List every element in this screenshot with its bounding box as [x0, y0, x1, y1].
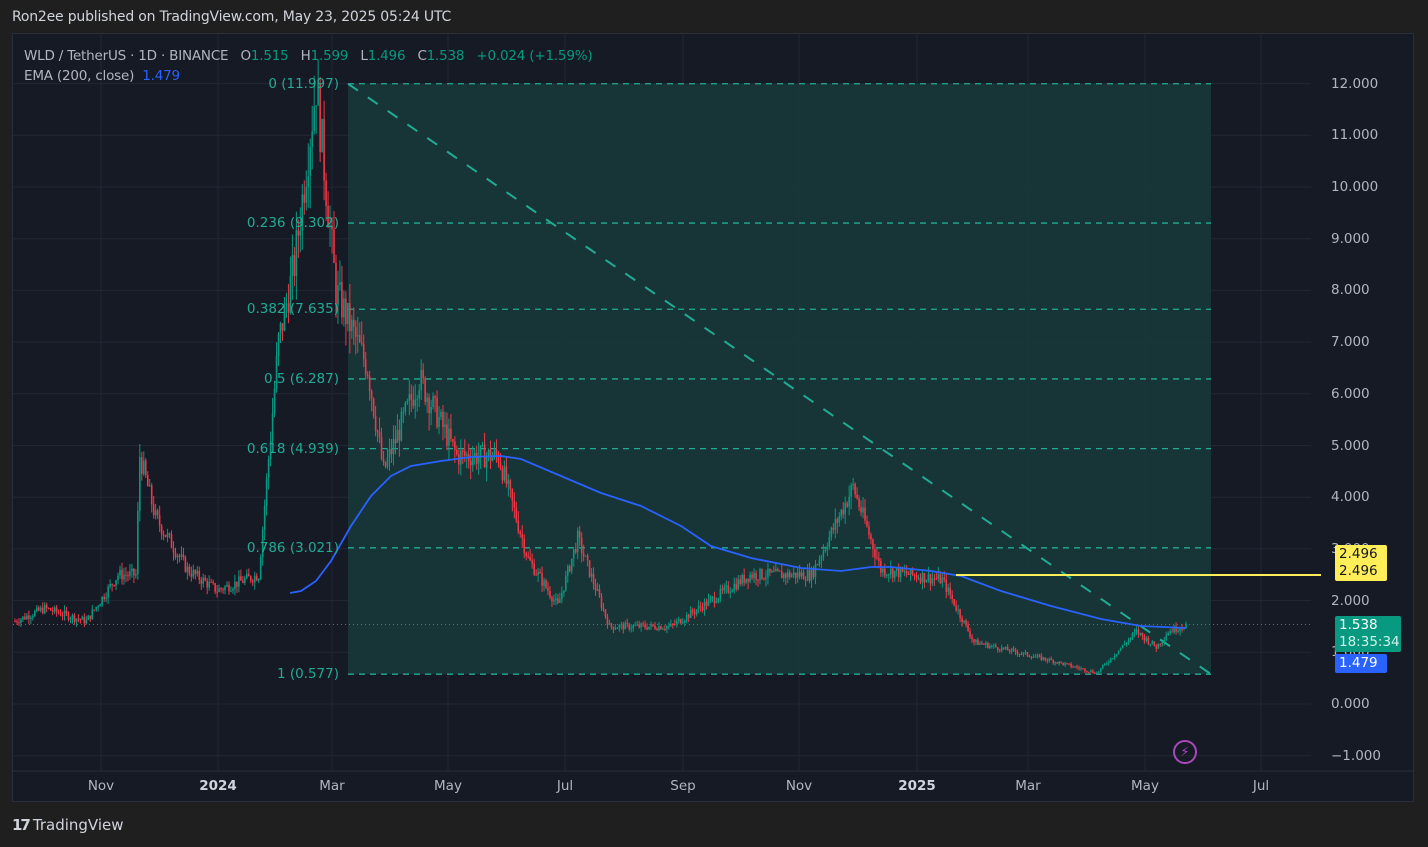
fib-label: 0.786 (3.021)	[246, 539, 339, 556]
last-price: 1.538	[1339, 617, 1378, 633]
ema-row[interactable]: EMA (200, close) 1.479	[24, 66, 596, 86]
price-tick-label: 10.000	[1331, 179, 1379, 195]
high-value: 1.599	[310, 48, 349, 64]
time-tick-label: 2024	[199, 778, 237, 794]
price-tick-label: 8.000	[1331, 282, 1370, 299]
close-value: 1.538	[426, 48, 465, 64]
tradingview-logo-icon: 17	[12, 816, 31, 834]
change-value: +0.024 (+1.59%)	[476, 48, 593, 64]
price-tick-label: 9.000	[1331, 230, 1370, 247]
time-tick-label: Nov	[785, 778, 813, 794]
time-tick-label: Nov	[87, 778, 115, 794]
time-tick-label: Mar	[319, 778, 345, 794]
chart-pane[interactable]: WLD / TetherUS · 1D · BINANCE O1.515 H1.…	[12, 33, 1414, 802]
fib-label: 0.5 (6.287)	[264, 370, 339, 387]
symbol-title[interactable]: WLD / TetherUS · 1D · BINANCE	[24, 48, 229, 64]
ohlc-row: WLD / TetherUS · 1D · BINANCE O1.515 H1.…	[24, 48, 593, 64]
price-tick-label: 2.000	[1331, 592, 1370, 609]
resistance-price-tag: 2.496 2.496	[1335, 545, 1387, 581]
chart-legend: WLD / TetherUS · 1D · BINANCE O1.515 H1.…	[24, 46, 596, 86]
last-price-tag: 1.538 18:35:34	[1335, 616, 1401, 652]
time-tick-label: 2025	[898, 778, 936, 794]
price-tick-label: 0.000	[1331, 696, 1370, 712]
fib-label: 0 (11.997)	[268, 75, 339, 92]
ema-label: EMA (200, close)	[24, 68, 135, 84]
open-value: 1.515	[250, 48, 289, 64]
ema-price-tag: 1.479	[1335, 654, 1387, 673]
fib-label: 0.382 (7.635)	[246, 301, 339, 318]
footer-branding: 17 TradingView	[12, 816, 124, 834]
price-tick-label: 5.000	[1331, 437, 1370, 454]
price-tick-label: 7.000	[1331, 334, 1370, 351]
time-tick-label: Mar	[1015, 778, 1041, 794]
publish-info: Ron2ee published on TradingView.com, May…	[12, 9, 452, 25]
brand-name: TradingView	[32, 816, 124, 834]
low-value: 1.496	[367, 48, 406, 64]
time-tick-label: May	[434, 778, 462, 794]
price-tick-label: 6.000	[1331, 385, 1370, 402]
fib-label: 0.618 (4.939)	[246, 440, 339, 457]
price-tick-label: 11.000	[1331, 127, 1379, 144]
price-tick-label: −1.000	[1331, 747, 1381, 764]
time-tick-label: May	[1131, 778, 1159, 794]
ema-value: 1.479	[142, 68, 180, 84]
price-tick-label: 12.000	[1331, 75, 1379, 92]
price-chart-canvas[interactable]	[13, 34, 1414, 802]
bolt-icon[interactable]: ⚡	[1173, 740, 1197, 764]
fib-label: 0.236 (9.302)	[246, 215, 339, 232]
time-tick-label: Sep	[670, 778, 696, 794]
time-tick-label: Jul	[556, 778, 574, 794]
time-tick-label: Jul	[1252, 778, 1270, 794]
price-tick-label: 4.000	[1331, 489, 1370, 506]
bar-countdown: 18:35:34	[1339, 634, 1400, 650]
fib-label: 1 (0.577)	[276, 666, 339, 683]
